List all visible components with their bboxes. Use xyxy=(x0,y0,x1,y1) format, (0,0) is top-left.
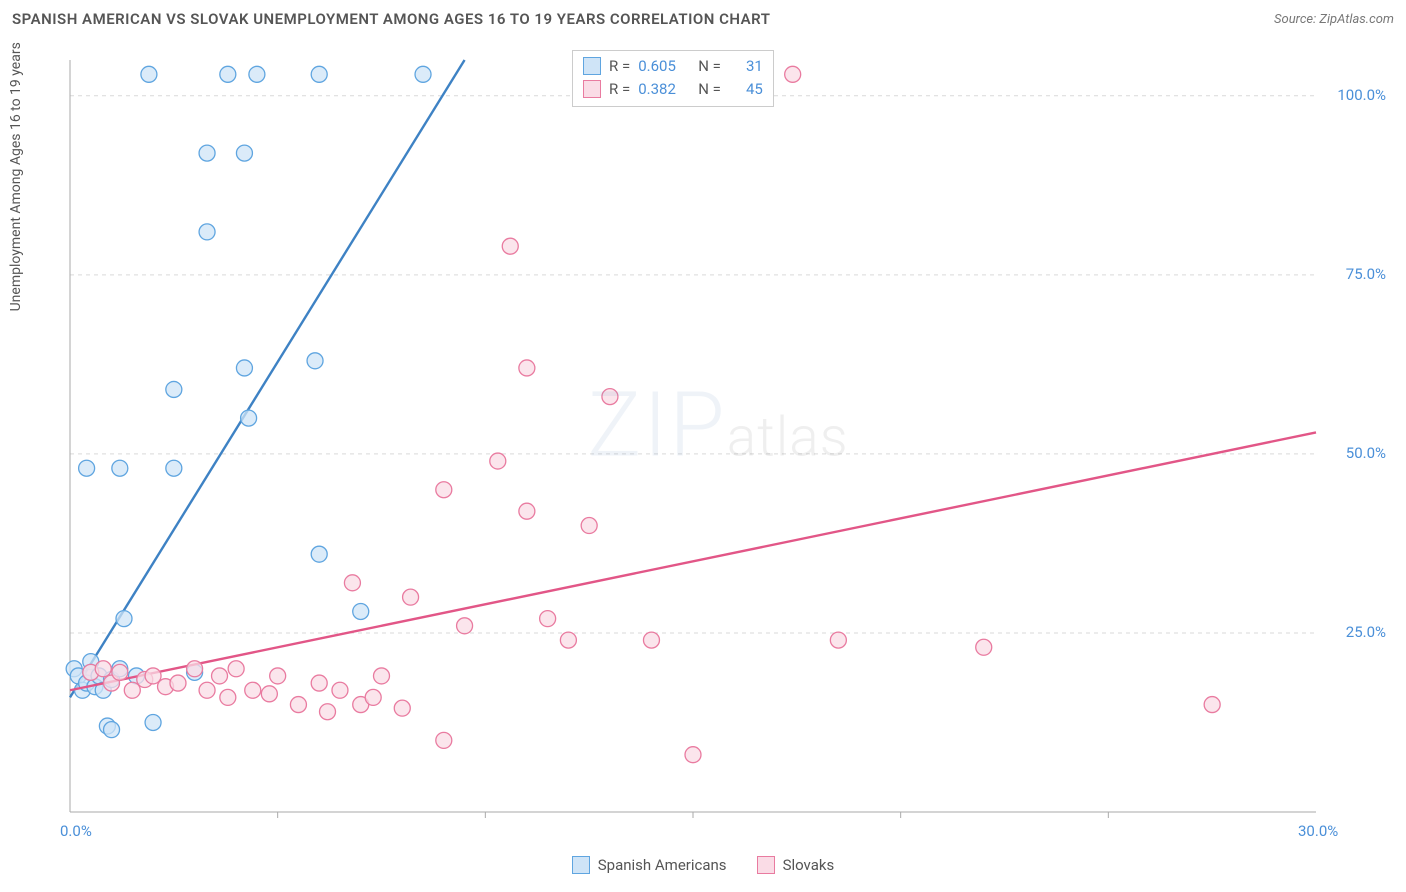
chart-title: SPANISH AMERICAN VS SLOVAK UNEMPLOYMENT … xyxy=(12,10,770,28)
y-tick-label: 25.0% xyxy=(1346,623,1386,641)
y-tick-label: 100.0% xyxy=(1337,86,1386,104)
chart-source: Source: ZipAtlas.com xyxy=(1274,12,1394,27)
series-legend: Spanish Americans Slovaks xyxy=(0,856,1406,874)
scatter-chart xyxy=(60,50,1376,832)
legend-row-slovak: R =0.382 N =45 xyxy=(583,78,763,101)
chart-area: ZIPatlas 25.0%50.0%75.0%100.0%0.0%30.0% xyxy=(60,50,1376,832)
y-axis-label: Unemployment Among Ages 16 to 19 years xyxy=(8,42,24,311)
correlation-legend: R =0.605 N =31 R =0.382 N =45 xyxy=(572,50,774,107)
legend-item-slovak: Slovaks xyxy=(757,856,835,874)
y-tick-label: 50.0% xyxy=(1346,444,1386,462)
legend-label-spanish: Spanish Americans xyxy=(598,856,727,874)
r-value-spanish: 0.605 xyxy=(638,55,690,78)
legend-label-slovak: Slovaks xyxy=(783,856,835,874)
legend-swatch-slovak xyxy=(583,80,601,98)
r-value-slovak: 0.382 xyxy=(638,78,690,101)
x-tick-label: 0.0% xyxy=(60,822,92,840)
x-tick-label: 30.0% xyxy=(1298,822,1338,840)
legend-item-spanish: Spanish Americans xyxy=(572,856,727,874)
n-value-spanish: 31 xyxy=(729,55,763,78)
legend-swatch-icon xyxy=(572,856,590,874)
legend-swatch-icon xyxy=(757,856,775,874)
legend-swatch-spanish xyxy=(583,57,601,75)
y-tick-label: 75.0% xyxy=(1346,265,1386,283)
legend-row-spanish: R =0.605 N =31 xyxy=(583,55,763,78)
n-value-slovak: 45 xyxy=(729,78,763,101)
